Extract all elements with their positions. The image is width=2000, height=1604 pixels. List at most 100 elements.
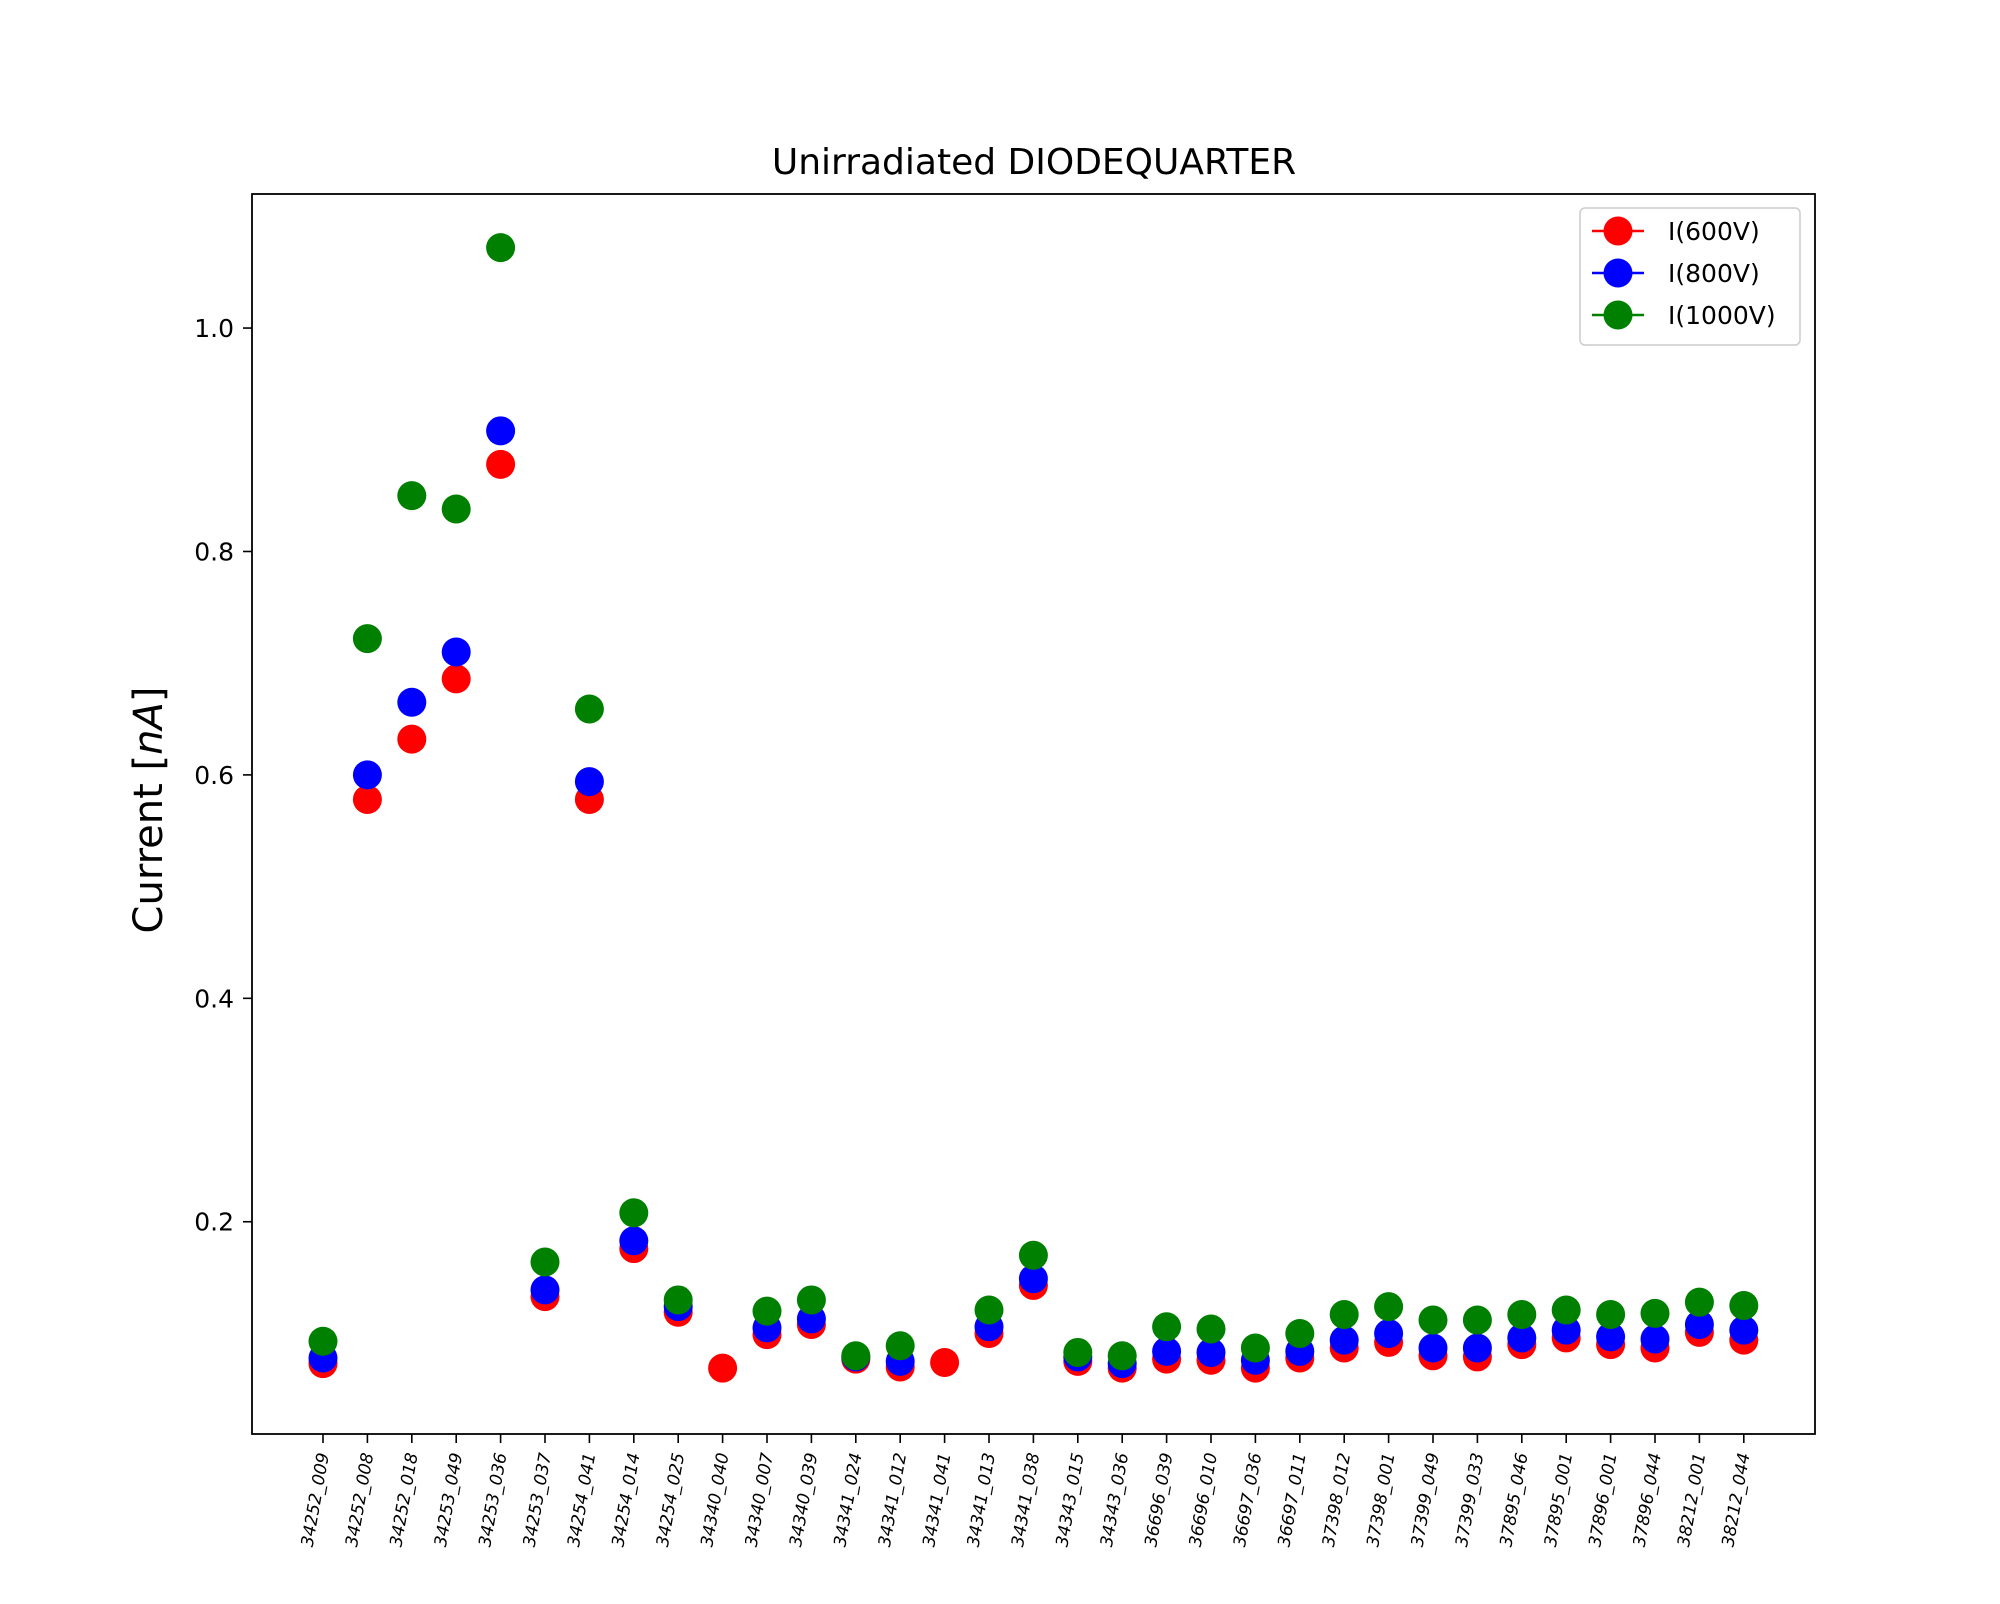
data-point xyxy=(1551,1315,1581,1345)
x-tick-label: 37399_033 xyxy=(1452,1451,1488,1548)
chart-title: Unirradiated DIODEQUARTER xyxy=(772,142,1296,183)
x-tick-label: 37895_046 xyxy=(1497,1451,1533,1548)
x-tick-label: 38212_044 xyxy=(1719,1451,1755,1548)
data-point xyxy=(352,624,382,654)
data-point xyxy=(397,724,427,754)
data-point xyxy=(352,760,382,790)
data-point xyxy=(574,694,604,724)
data-point xyxy=(1596,1299,1626,1329)
x-tick-label: 37398_001 xyxy=(1363,1451,1399,1548)
data-point xyxy=(1196,1314,1226,1344)
data-point xyxy=(308,1326,338,1356)
data-point xyxy=(885,1331,915,1361)
x-tick-label: 34253_036 xyxy=(475,1451,511,1548)
data-point xyxy=(1018,1264,1048,1294)
x-tick-label: 34253_037 xyxy=(520,1451,556,1548)
x-tick-label: 34254_041 xyxy=(564,1451,600,1548)
data-point xyxy=(441,494,471,524)
y-axis-label-close: ] xyxy=(126,687,172,703)
x-tick-label: 34254_025 xyxy=(653,1451,689,1548)
data-point xyxy=(708,1353,738,1383)
x-tick-label: 34340_040 xyxy=(697,1451,733,1548)
x-tick-label: 37399_049 xyxy=(1408,1451,1444,1548)
x-tick-label: 34341_012 xyxy=(875,1451,911,1548)
x-tick-label: 34252_018 xyxy=(387,1451,423,1548)
data-point xyxy=(796,1285,826,1315)
legend-marker xyxy=(1603,216,1633,246)
data-point xyxy=(1240,1333,1270,1363)
legend-marker xyxy=(1603,300,1633,330)
x-tick-label: 34253_049 xyxy=(431,1451,467,1548)
data-point xyxy=(1462,1305,1492,1335)
legend-entry: I(1000V) xyxy=(1592,300,1776,330)
data-point xyxy=(1063,1337,1093,1367)
data-point xyxy=(1018,1240,1048,1270)
x-tick-label: 34343_015 xyxy=(1053,1451,1089,1548)
y-tick-label: 0.2 xyxy=(194,1208,234,1237)
x-tick-label: 34340_039 xyxy=(786,1451,822,1548)
data-point xyxy=(1196,1337,1226,1367)
data-point xyxy=(752,1296,782,1326)
y-axis-label-text: Current [ xyxy=(126,755,172,934)
data-point xyxy=(930,1348,960,1378)
y-axis-label: Current [nA] xyxy=(126,687,172,934)
x-tick-label: 36696_039 xyxy=(1141,1451,1177,1548)
data-point xyxy=(1374,1292,1404,1322)
y-axis-label-unit: nA xyxy=(126,702,172,755)
data-point xyxy=(1551,1295,1581,1325)
data-point xyxy=(1507,1323,1537,1353)
data-point xyxy=(1107,1341,1137,1371)
data-point xyxy=(1329,1325,1359,1355)
data-point xyxy=(1462,1333,1492,1363)
legend-label: I(800V) xyxy=(1668,259,1760,288)
x-tick-label: 34341_013 xyxy=(964,1451,1000,1548)
data-point xyxy=(441,637,471,667)
x-tick-label: 34341_041 xyxy=(919,1451,955,1548)
x-tick-label: 37398_012 xyxy=(1319,1451,1355,1548)
legend-box xyxy=(1579,207,1801,346)
x-tick-label: 37895_001 xyxy=(1541,1451,1577,1548)
x-tick-label: 34341_024 xyxy=(831,1451,867,1548)
data-point xyxy=(486,449,516,479)
data-point xyxy=(1507,1299,1537,1329)
data-point xyxy=(397,687,427,717)
x-tick-label: 34341_038 xyxy=(1008,1451,1044,1548)
data-point xyxy=(619,1198,649,1228)
data-point xyxy=(1374,1318,1404,1348)
data-point xyxy=(486,416,516,446)
data-point xyxy=(974,1295,1004,1325)
data-point xyxy=(441,664,471,694)
series-3-points xyxy=(308,233,1759,1371)
data-point xyxy=(1418,1333,1448,1363)
data-point xyxy=(1152,1336,1182,1366)
y-tick-label: 0.4 xyxy=(194,984,234,1013)
legend-label: I(600V) xyxy=(1668,217,1760,246)
x-tick-label: 38212_001 xyxy=(1674,1451,1710,1548)
data-point xyxy=(1418,1305,1448,1335)
legend-label: I(1000V) xyxy=(1668,301,1776,330)
data-point xyxy=(1684,1287,1714,1317)
x-tick-label: 36697_011 xyxy=(1275,1451,1311,1548)
x-tick-label: 34252_009 xyxy=(298,1451,334,1548)
data-point xyxy=(574,767,604,797)
x-tick-label: 34252_008 xyxy=(342,1451,378,1548)
data-point xyxy=(619,1226,649,1256)
data-point xyxy=(530,1247,560,1277)
y-tick-label: 0.6 xyxy=(194,761,234,790)
y-tick-label: 1.0 xyxy=(194,314,234,343)
data-point xyxy=(1596,1322,1626,1352)
x-tick-label: 37896_001 xyxy=(1585,1451,1621,1548)
x-tick-label: 36696_010 xyxy=(1186,1451,1222,1548)
x-tick-label: 36697_036 xyxy=(1230,1451,1266,1548)
data-point xyxy=(397,481,427,511)
data-point xyxy=(1152,1312,1182,1342)
legend-marker xyxy=(1603,258,1633,288)
x-tick-label: 34340_007 xyxy=(742,1451,778,1548)
data-point xyxy=(1729,1291,1759,1321)
x-tick-label: 37896_044 xyxy=(1630,1451,1666,1548)
legend: I(600V) I(800V) I(1000V) xyxy=(1579,207,1801,346)
data-point xyxy=(1729,1315,1759,1345)
data-point xyxy=(1640,1324,1670,1354)
